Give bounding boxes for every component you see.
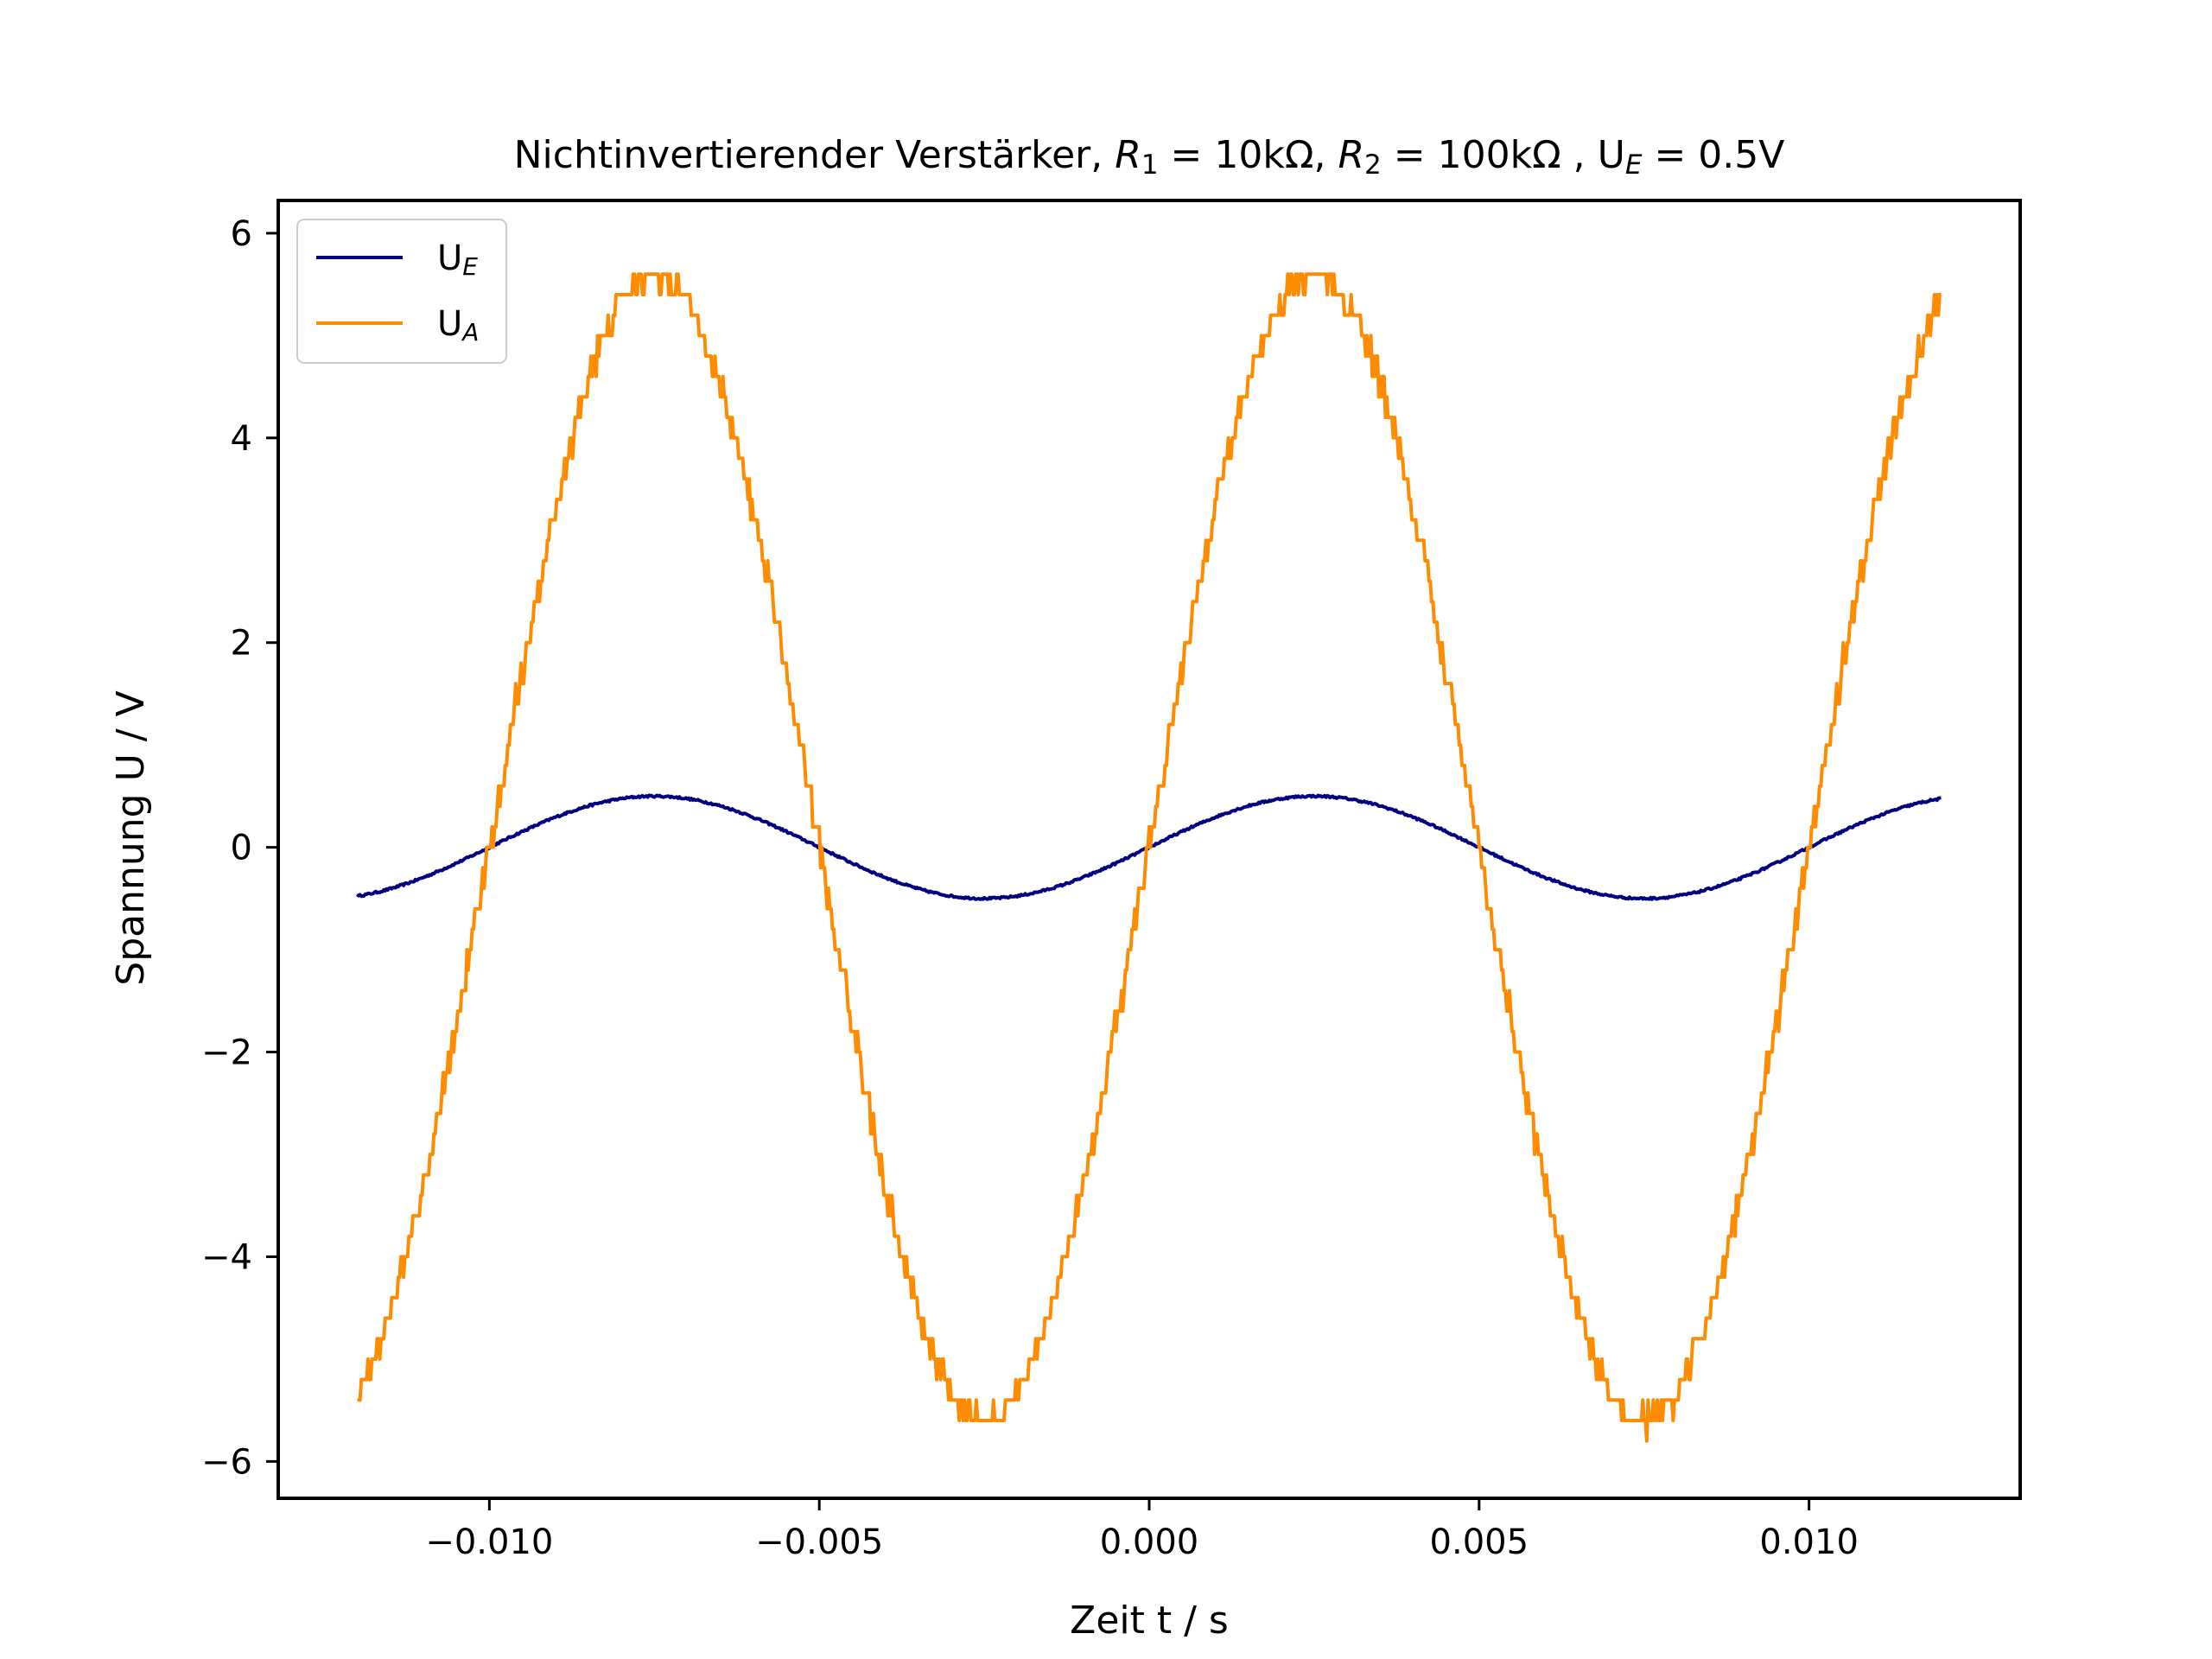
x-tick-label: 0.010	[1759, 1522, 1859, 1562]
x-axis-label: Zeit t / s	[1070, 1599, 1229, 1643]
legend-box	[296, 219, 507, 364]
y-tick-label: 2	[231, 624, 252, 664]
y-tick-label: 4	[231, 419, 252, 459]
legend-label-UE: UE	[437, 238, 478, 281]
y-tick-label: 6	[231, 214, 252, 254]
x-tick-label: −0.010	[425, 1522, 553, 1562]
y-tick-label: −6	[201, 1442, 252, 1482]
y-tick-label: −2	[201, 1033, 252, 1073]
y-tick-label: 0	[231, 829, 252, 868]
chart-title: Nichtinvertierender Verstärker, R1 = 10k…	[514, 133, 1785, 181]
x-tick-label: 0.005	[1430, 1522, 1529, 1562]
y-axis-label: Spannung U / V	[109, 690, 153, 985]
plot-lines	[356, 272, 1942, 1443]
x-tick-label: 0.000	[1100, 1522, 1199, 1562]
legend-label-UA: UA	[437, 304, 479, 346]
legend: UE UA	[296, 219, 507, 364]
y-tick-label: −4	[201, 1237, 252, 1277]
y-axis: −6 −4 −2 0 2 4 6	[201, 214, 278, 1482]
series-line-UA	[357, 272, 1942, 1443]
x-axis: −0.010 −0.005 0.000 0.005 0.010	[425, 1498, 1859, 1562]
x-tick-label: −0.005	[755, 1522, 883, 1562]
